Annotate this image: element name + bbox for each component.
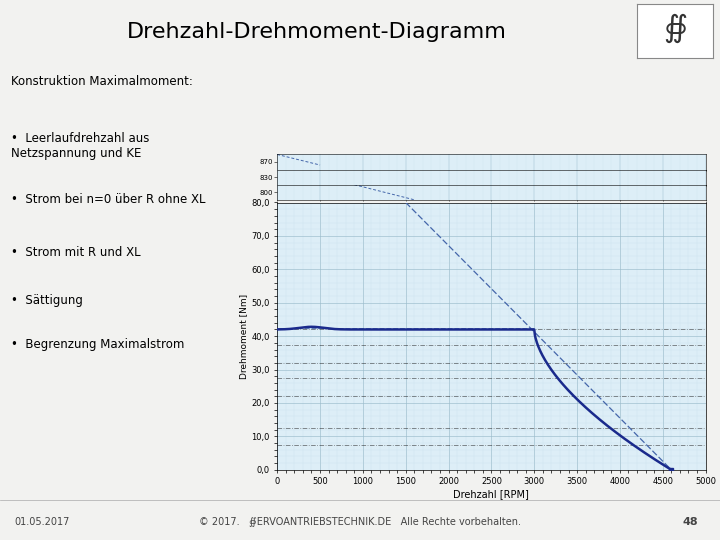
Text: 48: 48 [683,517,698,527]
Text: •  Begrenzung Maximalstrom: • Begrenzung Maximalstrom [11,338,184,350]
Text: •  Leerlaufdrehzahl aus
Netzspannung und KE: • Leerlaufdrehzahl aus Netzspannung und … [11,132,149,160]
Text: © 2017.   ∯ERVOANTRIEBSTECHNIK.DE   Alle Rechte vorbehalten.: © 2017. ∯ERVOANTRIEBSTECHNIK.DE Alle Rec… [199,517,521,527]
Text: •  Sättigung: • Sättigung [11,294,83,307]
Text: Konstruktion Maximalmoment:: Konstruktion Maximalmoment: [11,75,193,88]
Text: Drehzahl-Drehmoment-Diagramm: Drehzahl-Drehmoment-Diagramm [127,22,507,42]
Text: ∯: ∯ [663,14,687,43]
Y-axis label: Drehmoment [Nm]: Drehmoment [Nm] [239,294,248,379]
Text: •  Strom mit R und XL: • Strom mit R und XL [11,246,140,259]
X-axis label: Drehzahl [RPM]: Drehzahl [RPM] [454,489,529,499]
Text: •  Strom bei n=0 über R ohne XL: • Strom bei n=0 über R ohne XL [11,193,205,206]
Text: 01.05.2017: 01.05.2017 [14,517,70,527]
